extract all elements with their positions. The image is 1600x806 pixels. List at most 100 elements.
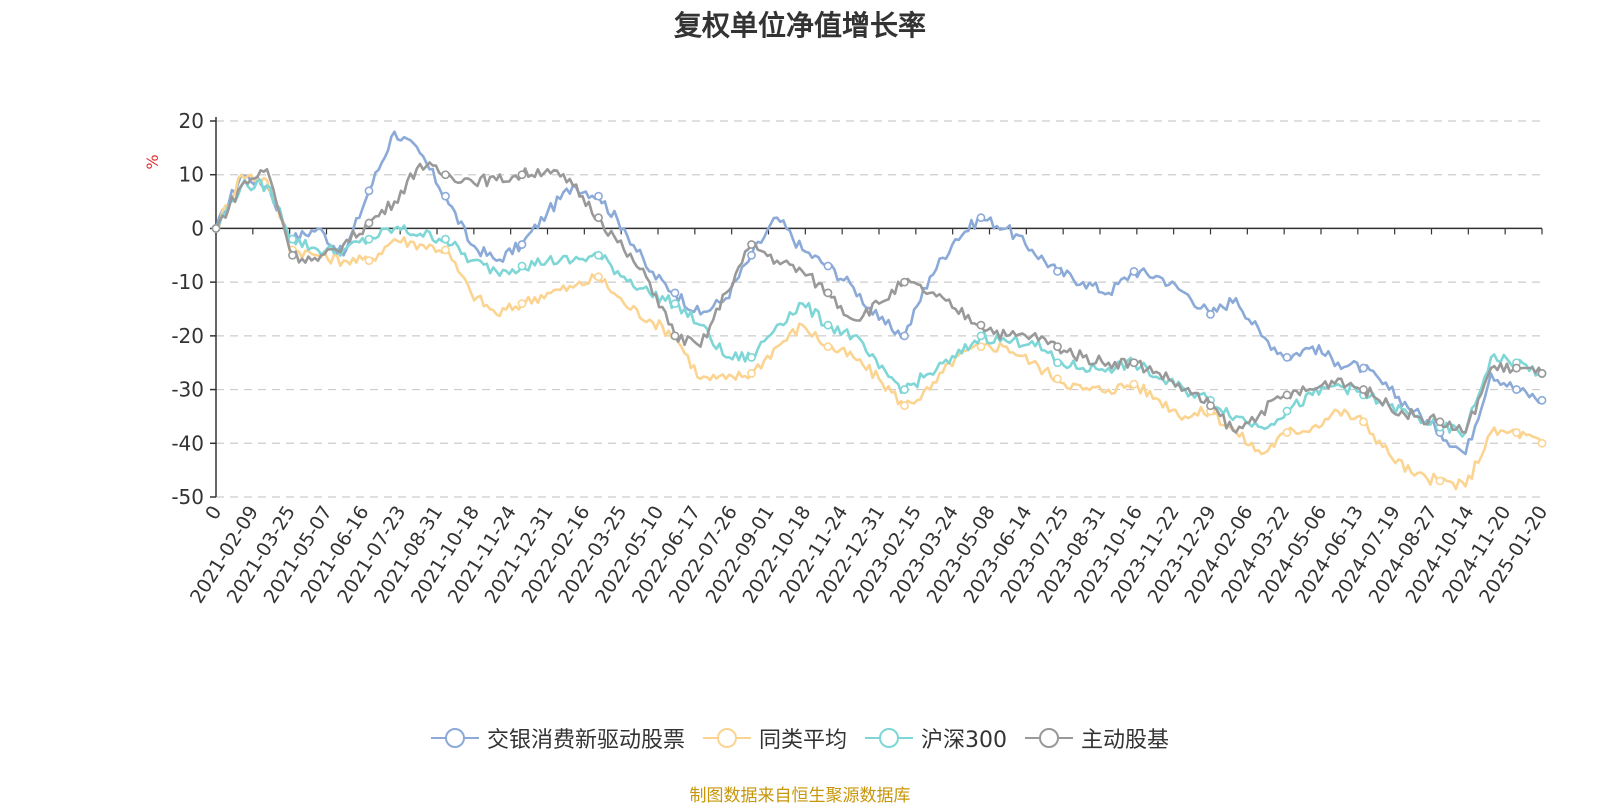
grid-lines	[216, 120, 1542, 498]
data-point	[900, 331, 909, 341]
data-point	[900, 277, 909, 287]
data-point	[594, 213, 603, 223]
y-tick-label: 10	[179, 163, 204, 187]
data-point	[441, 245, 450, 255]
series-group	[211, 161, 1547, 434]
legend-label-peer-average: 同类平均	[758, 728, 847, 753]
legend-item-fund[interactable]: 交银消费新驱动股票	[430, 722, 685, 754]
data-point	[364, 186, 374, 196]
legend-label-csi300: 沪深300	[921, 728, 1007, 753]
data-point	[1206, 401, 1215, 411]
legend-item-csi300[interactable]: 沪深300	[865, 722, 1007, 754]
data-point	[1282, 428, 1292, 437]
series-line	[215, 173, 1544, 491]
data-source-note: 制图数据来自恒生聚源数据库	[689, 786, 911, 806]
legend: 交银消费新驱动股票 同类平均 沪深300 主动股基	[0, 722, 1600, 754]
y-tick-label: -10	[171, 270, 204, 294]
data-point	[823, 320, 833, 330]
series-line	[214, 161, 1544, 434]
data-point	[1053, 374, 1062, 384]
y-tick-labels: 20 10 0 -10 -20 -30 -40 -50	[171, 109, 204, 509]
data-point	[1537, 395, 1547, 405]
data-point	[288, 250, 297, 260]
data-point	[747, 369, 756, 378]
data-point	[823, 261, 833, 271]
data-point	[823, 342, 833, 351]
series-group	[211, 178, 1547, 438]
data-point	[1537, 438, 1547, 448]
legend-swatch-csi300-icon	[865, 728, 913, 748]
data-point	[517, 240, 527, 249]
legend-label-fund: 交银消费新驱动股票	[486, 728, 685, 753]
series-lines	[211, 130, 1547, 491]
legend-item-active-equity[interactable]: 主动股基	[1025, 722, 1169, 754]
data-point	[517, 299, 527, 309]
axes	[210, 117, 1543, 498]
data-point	[1053, 342, 1062, 351]
data-point	[441, 170, 450, 180]
legend-item-peer-average[interactable]: 同类平均	[702, 722, 847, 754]
data-point	[441, 191, 450, 201]
data-point	[594, 250, 603, 260]
data-point	[1053, 266, 1062, 276]
data-point	[1129, 379, 1139, 389]
data-point	[976, 342, 986, 351]
data-point	[1512, 428, 1521, 437]
data-point	[747, 250, 756, 260]
series-line	[215, 178, 1543, 438]
data-point	[211, 224, 221, 233]
data-point	[976, 213, 986, 223]
data-point	[1053, 358, 1062, 368]
data-point	[364, 218, 374, 228]
y-tick-label: -50	[171, 485, 204, 509]
legend-swatch-fund-icon	[430, 728, 479, 748]
data-point	[1282, 406, 1292, 416]
line-chart: 20 10 0 -10 -20 -30 -40 -50 02021-02-092021-03-…	[143, 109, 1552, 607]
y-tick-label: -30	[171, 378, 204, 402]
data-point	[1537, 369, 1547, 378]
data-point	[670, 299, 680, 309]
y-tick-label: -20	[171, 324, 204, 348]
data-point	[288, 234, 297, 244]
data-point	[441, 234, 450, 244]
data-point	[823, 288, 833, 298]
series-group	[211, 130, 1547, 456]
data-point	[1282, 352, 1292, 362]
data-point	[1359, 417, 1368, 427]
data-point	[1129, 358, 1139, 368]
legend-swatch-active-equity-icon	[1025, 728, 1073, 748]
data-point	[1512, 363, 1521, 373]
x-tick-label: 0	[201, 502, 226, 524]
data-point	[364, 256, 374, 266]
data-point	[517, 261, 527, 271]
series-group	[211, 173, 1547, 491]
data-point	[976, 331, 986, 341]
data-point	[1435, 417, 1445, 427]
y-tick-label: 20	[179, 109, 204, 133]
data-point	[976, 320, 986, 330]
data-point	[747, 352, 756, 362]
x-tick-labels: 02021-02-092021-03-252021-05-072021-06-1…	[186, 502, 1552, 607]
y-axis-label: %	[143, 154, 162, 169]
data-point	[900, 385, 909, 394]
data-point	[1512, 385, 1521, 394]
data-point	[594, 191, 603, 201]
data-point	[517, 170, 527, 180]
chart-title: 复权单位净值增长率	[673, 9, 926, 42]
data-point	[670, 288, 680, 298]
data-point	[747, 240, 756, 249]
data-point	[594, 272, 603, 282]
data-point	[670, 331, 680, 341]
data-point	[900, 401, 909, 411]
data-point	[364, 234, 374, 244]
legend-swatch-peer-average-icon	[702, 728, 751, 748]
data-point	[1359, 363, 1368, 373]
data-point	[1359, 385, 1368, 394]
data-point	[1129, 266, 1139, 276]
y-tick-label: 0	[191, 216, 204, 240]
y-tick-label: -40	[171, 431, 204, 455]
data-point	[1206, 309, 1215, 319]
legend-label-active-equity: 主动股基	[1081, 728, 1170, 753]
data-point	[1282, 390, 1292, 400]
data-point	[1435, 476, 1445, 486]
